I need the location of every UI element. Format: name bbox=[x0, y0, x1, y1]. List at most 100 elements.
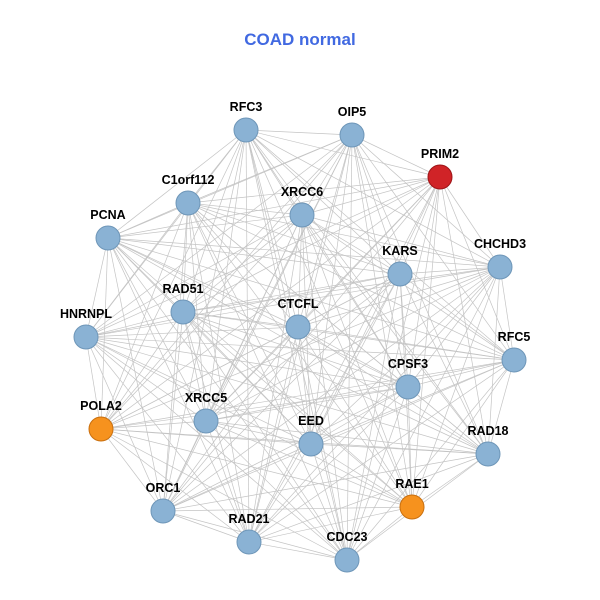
edges-layer bbox=[85, 129, 515, 561]
edge bbox=[248, 386, 409, 543]
node-circle-c1orf112 bbox=[175, 190, 201, 216]
edge bbox=[346, 359, 515, 561]
edge bbox=[100, 420, 207, 430]
node-circle-orc1 bbox=[150, 498, 176, 524]
edge bbox=[107, 237, 299, 328]
edge bbox=[182, 134, 353, 313]
edge bbox=[205, 129, 247, 422]
edge bbox=[107, 237, 164, 512]
edge bbox=[399, 266, 501, 275]
node-circle-cpsf3 bbox=[395, 374, 421, 400]
edge bbox=[205, 386, 409, 422]
edge bbox=[100, 428, 348, 561]
edge bbox=[85, 237, 109, 338]
edge bbox=[301, 214, 501, 268]
edge bbox=[205, 359, 515, 422]
edge bbox=[248, 453, 489, 543]
edge bbox=[351, 134, 441, 178]
edge bbox=[85, 214, 303, 338]
node-circle-oip5 bbox=[339, 122, 365, 148]
edge bbox=[182, 266, 501, 313]
node-label-ctcfl: CTCFL bbox=[278, 297, 319, 311]
edge bbox=[310, 443, 413, 508]
edge bbox=[351, 134, 413, 508]
edge bbox=[100, 428, 250, 543]
edge bbox=[85, 273, 401, 338]
edge bbox=[205, 266, 501, 422]
node-circle-rae1 bbox=[399, 494, 425, 520]
edge bbox=[187, 176, 441, 204]
node-circle-xrcc5 bbox=[193, 408, 219, 434]
edge bbox=[301, 214, 401, 275]
edge bbox=[301, 214, 409, 388]
edge bbox=[162, 359, 515, 512]
edge bbox=[107, 237, 501, 268]
edge bbox=[107, 176, 441, 239]
edge bbox=[85, 336, 207, 422]
edge bbox=[85, 134, 353, 338]
edge bbox=[162, 202, 189, 512]
edge bbox=[310, 443, 348, 561]
edge bbox=[187, 202, 250, 543]
edge bbox=[100, 129, 247, 430]
node-label-c1orf112: C1orf112 bbox=[162, 173, 215, 187]
edge bbox=[100, 214, 303, 430]
edge bbox=[100, 428, 164, 512]
edge bbox=[245, 129, 401, 275]
edge bbox=[399, 273, 409, 388]
node-label-rfc3: RFC3 bbox=[230, 100, 263, 114]
edge bbox=[162, 453, 489, 512]
edge bbox=[301, 214, 348, 561]
edge bbox=[487, 359, 515, 455]
edge bbox=[187, 202, 299, 328]
edge bbox=[107, 214, 303, 239]
edge bbox=[85, 336, 102, 430]
edge bbox=[85, 202, 189, 338]
edge bbox=[187, 202, 515, 361]
edge bbox=[85, 336, 489, 455]
node-circle-eed bbox=[298, 431, 324, 457]
edge bbox=[100, 311, 184, 430]
edge bbox=[245, 129, 353, 136]
edge bbox=[107, 237, 250, 543]
edge bbox=[162, 443, 312, 512]
edge bbox=[407, 386, 413, 508]
edge bbox=[245, 129, 312, 445]
edge bbox=[346, 506, 413, 561]
node-label-kars: KARS bbox=[382, 244, 417, 258]
edge bbox=[245, 129, 501, 268]
edge bbox=[297, 326, 409, 388]
edge bbox=[346, 273, 401, 561]
edge bbox=[187, 202, 413, 508]
edge bbox=[85, 326, 299, 338]
edge bbox=[107, 237, 489, 455]
node-circle-ctcfl bbox=[285, 314, 311, 340]
edge bbox=[301, 214, 413, 508]
edge bbox=[351, 134, 515, 361]
edge bbox=[100, 134, 353, 430]
edge bbox=[297, 326, 413, 508]
node-label-rad18: RAD18 bbox=[468, 424, 509, 438]
edge bbox=[487, 266, 501, 455]
edge bbox=[248, 266, 501, 543]
node-circle-rfc5 bbox=[501, 347, 527, 373]
labels-layer: RFC3 OIP5 PRIM2 C1orf112 XRCC6 PCNA CHCHD3 KARS… bbox=[60, 100, 530, 544]
edge bbox=[411, 453, 489, 508]
edge bbox=[100, 428, 489, 455]
edge bbox=[187, 202, 207, 422]
node-label-pola2: POLA2 bbox=[80, 399, 122, 413]
edge bbox=[351, 134, 489, 455]
edge bbox=[245, 129, 489, 455]
edge bbox=[162, 266, 501, 512]
edge bbox=[205, 420, 312, 445]
node-label-xrcc5: XRCC5 bbox=[185, 391, 227, 405]
edge bbox=[107, 237, 409, 388]
edge bbox=[107, 237, 401, 275]
edge bbox=[351, 134, 401, 275]
edge bbox=[205, 420, 348, 561]
edge bbox=[407, 266, 501, 388]
edge bbox=[297, 326, 515, 361]
node-label-cpsf3: CPSF3 bbox=[388, 357, 428, 371]
edge bbox=[399, 273, 515, 361]
node-circle-rad51 bbox=[170, 299, 196, 325]
